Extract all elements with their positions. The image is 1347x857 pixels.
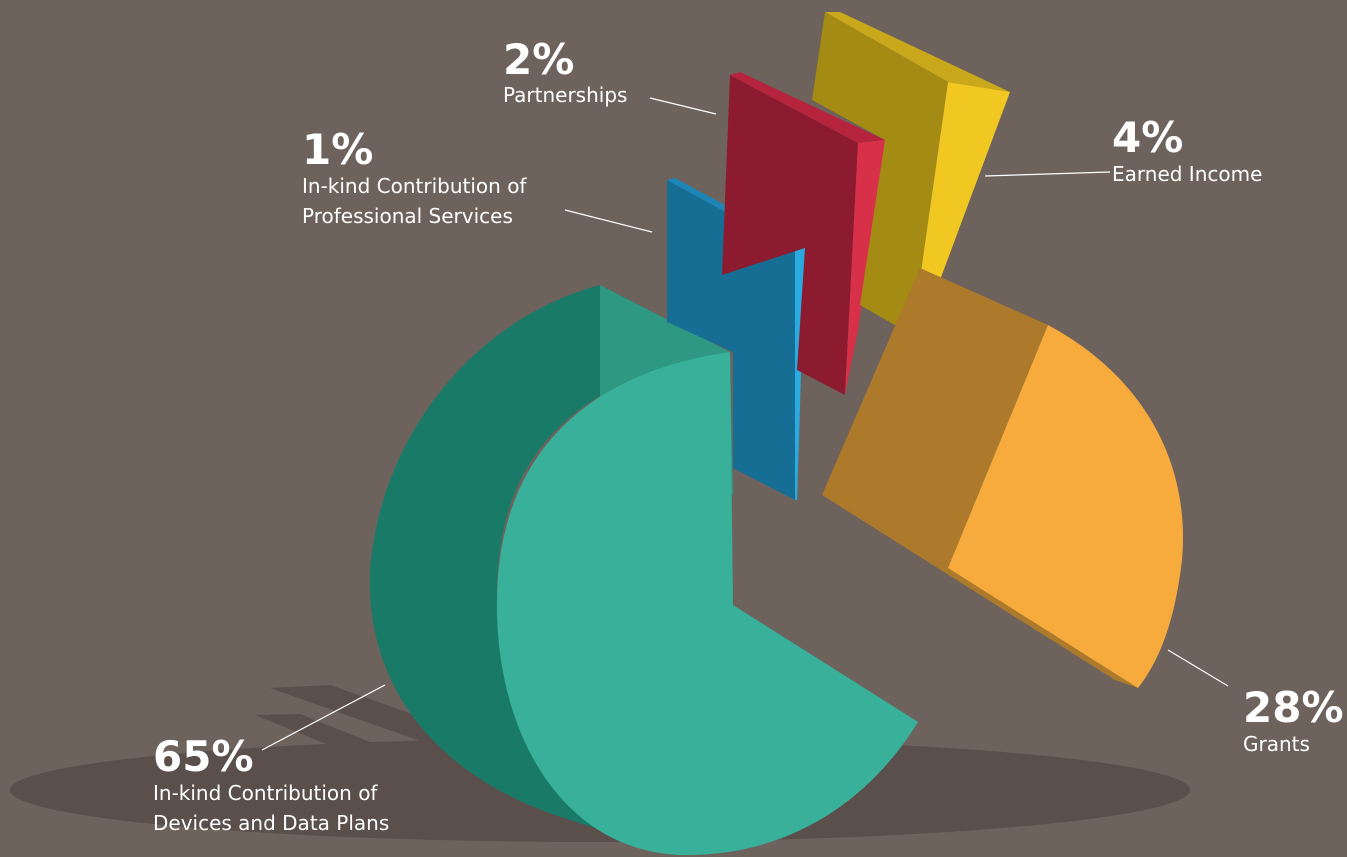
slice-earned-income-face — [912, 82, 1010, 335]
slice-devices-data-plans — [369, 285, 918, 856]
label-grants: Grants — [1243, 732, 1310, 756]
leader-line-partnerships — [649, 97, 717, 115]
pie-slices — [369, 12, 1183, 856]
leader-line-grants — [1167, 649, 1229, 687]
pct-label-partnerships: 2% — [503, 35, 574, 84]
label-professional-line2: Professional Services — [302, 204, 513, 228]
slice-grants-underside — [822, 495, 1138, 688]
label-devices-line1: In-kind Contribution of — [153, 781, 378, 805]
leader-lines — [261, 97, 1229, 751]
slice-labels: 65% In-kind Contribution of Devices and … — [153, 35, 1344, 835]
leader-line-professional — [564, 209, 653, 233]
slice-grants-face — [948, 325, 1183, 688]
slice-grants — [822, 268, 1183, 688]
slice-partnerships-face — [845, 140, 885, 395]
pct-label-earned-income: 4% — [1112, 113, 1183, 162]
slice-earned-income-top — [825, 12, 1010, 92]
slice-partnerships — [722, 72, 885, 395]
slice-devices-data-plans-side — [369, 285, 730, 855]
label-devices-line2: Devices and Data Plans — [153, 811, 389, 835]
slice-devices-data-plans-face — [496, 352, 918, 856]
leader-line-devices — [261, 684, 386, 751]
label-partnerships: Partnerships — [503, 83, 627, 107]
slice-grants-side — [822, 268, 1048, 568]
slice-earned-income-side — [812, 12, 948, 335]
slice-partnerships-top — [730, 72, 885, 143]
leader-line-earned-income — [984, 171, 1111, 177]
slice-earned-income — [812, 12, 1010, 335]
label-earned-income: Earned Income — [1112, 162, 1262, 186]
pct-label-devices: 65% — [153, 732, 254, 781]
label-professional-line1: In-kind Contribution of — [302, 174, 527, 198]
pct-label-grants: 28% — [1243, 683, 1344, 732]
pct-label-professional: 1% — [302, 125, 373, 174]
slice-partnerships-side — [722, 75, 858, 395]
